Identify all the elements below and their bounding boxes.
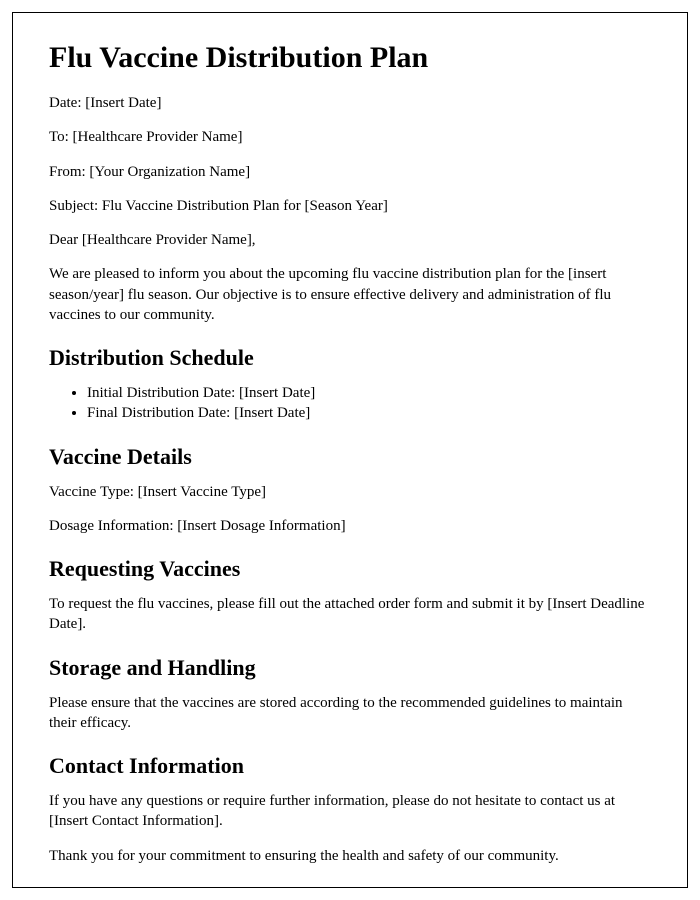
schedule-list: Initial Distribution Date: [Insert Date]… [49, 383, 651, 424]
intro-paragraph: We are pleased to inform you about the u… [49, 264, 651, 325]
meta-to: To: [Healthcare Provider Name] [49, 127, 651, 147]
requesting-body: To request the flu vaccines, please fill… [49, 594, 651, 635]
heading-vaccine-details: Vaccine Details [49, 444, 651, 470]
page-title: Flu Vaccine Distribution Plan [49, 41, 651, 75]
list-item: Initial Distribution Date: [Insert Date] [87, 383, 651, 403]
heading-storage: Storage and Handling [49, 655, 651, 681]
meta-date: Date: [Insert Date] [49, 93, 651, 113]
list-item: Final Distribution Date: [Insert Date] [87, 403, 651, 423]
meta-subject: Subject: Flu Vaccine Distribution Plan f… [49, 196, 651, 216]
salutation: Dear [Healthcare Provider Name], [49, 230, 651, 250]
meta-from: From: [Your Organization Name] [49, 162, 651, 182]
heading-contact: Contact Information [49, 753, 651, 779]
vaccine-type: Vaccine Type: [Insert Vaccine Type] [49, 482, 651, 502]
dosage-info: Dosage Information: [Insert Dosage Infor… [49, 516, 651, 536]
heading-requesting: Requesting Vaccines [49, 556, 651, 582]
heading-distribution-schedule: Distribution Schedule [49, 345, 651, 371]
document-page: Flu Vaccine Distribution Plan Date: [Ins… [12, 12, 688, 888]
storage-body: Please ensure that the vaccines are stor… [49, 693, 651, 734]
contact-body: If you have any questions or require fur… [49, 791, 651, 832]
closing-paragraph: Thank you for your commitment to ensurin… [49, 846, 651, 866]
